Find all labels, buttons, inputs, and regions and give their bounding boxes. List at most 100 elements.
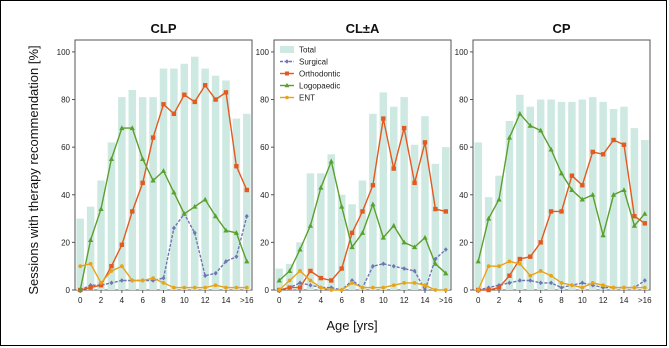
bar-total (630, 128, 639, 290)
point-logopaedic (328, 158, 334, 164)
point-orthodontic (244, 187, 249, 193)
point-orthodontic (391, 166, 396, 171)
point-orthodontic (223, 90, 229, 95)
x-tick-label: 10 (379, 296, 388, 305)
point-logopaedic (119, 125, 125, 131)
point-ent (192, 285, 197, 290)
point-ent (277, 288, 282, 292)
bar-total (107, 142, 116, 290)
bar-total (516, 94, 524, 290)
point-ent (203, 285, 208, 290)
point-ent (517, 261, 522, 266)
bar-total (285, 263, 294, 290)
point-ent (119, 264, 124, 269)
point-orthodontic (559, 209, 564, 214)
point-orthodontic (412, 180, 417, 186)
bar-total (211, 75, 220, 290)
point-logopaedic (359, 230, 366, 235)
y-tick-label: 80 (61, 96, 70, 105)
bar-total (484, 197, 493, 290)
point-ent (318, 285, 323, 290)
point-logopaedic (432, 261, 438, 266)
point-ent (244, 285, 249, 290)
bar-total (421, 116, 429, 290)
bar-total (578, 99, 587, 291)
point-orthodontic (98, 283, 104, 288)
point-ent (224, 285, 228, 290)
point-ent (308, 278, 313, 283)
point-surgical (109, 280, 114, 286)
point-logopaedic (590, 191, 596, 197)
bar-total (431, 163, 440, 290)
point-logopaedic (631, 222, 637, 228)
point-ent (130, 278, 135, 283)
point-orthodontic (171, 111, 177, 117)
point-orthodontic (621, 142, 627, 147)
point-ent (570, 283, 574, 288)
point-logopaedic (496, 196, 502, 202)
point-surgical (308, 282, 313, 288)
x-tick-label: 12 (400, 296, 409, 305)
point-logopaedic (443, 270, 449, 276)
point-surgical (642, 278, 647, 283)
point-surgical (391, 263, 396, 269)
bar-total (505, 120, 514, 290)
point-ent (161, 280, 166, 285)
point-logopaedic (475, 258, 481, 264)
y-axis-label: Sessions with therapy recommendation [%] (26, 45, 41, 294)
point-orthodontic (150, 135, 156, 140)
y-tick-label: 20 (61, 238, 70, 247)
point-logopaedic (621, 187, 627, 192)
bar-total (400, 97, 408, 291)
point-ent (622, 285, 626, 290)
point-surgical (422, 287, 427, 293)
point-orthodontic (130, 209, 135, 214)
point-logopaedic (98, 206, 104, 212)
point-logopaedic (233, 230, 239, 235)
bar-total (232, 118, 241, 290)
point-orthodontic (538, 240, 543, 245)
point-surgical (192, 230, 197, 236)
bar-total (317, 173, 325, 290)
point-surgical (517, 278, 522, 283)
point-ent (381, 285, 386, 290)
bar-total (379, 92, 388, 290)
point-logopaedic (401, 239, 407, 245)
bar-total (609, 109, 618, 290)
bar-total (190, 56, 199, 290)
point-logopaedic (202, 196, 208, 202)
point-surgical (507, 280, 512, 286)
y-tick-label: 40 (61, 191, 70, 200)
panel-title: CLP (151, 21, 177, 36)
point-logopaedic (129, 125, 135, 131)
point-ent (497, 264, 501, 269)
point-surgical (298, 280, 303, 286)
point-ent (234, 285, 239, 290)
x-tick-label: 8 (161, 296, 166, 305)
point-surgical (443, 247, 448, 252)
point-surgical (244, 213, 249, 219)
point-surgical (528, 278, 533, 283)
point-orthodontic (161, 102, 166, 107)
x-tick-label: 2 (497, 296, 502, 305)
point-ent (412, 280, 417, 285)
legend-label-logopaedic: Logopaedic (299, 82, 340, 91)
y-tick-label: 40 (459, 191, 468, 200)
point-ent (642, 285, 647, 290)
x-tick-label: >16 (240, 296, 254, 305)
bar-total (180, 63, 189, 290)
x-tick-label: 2 (298, 296, 303, 305)
point-logopaedic (527, 122, 533, 128)
point-ent (538, 269, 543, 273)
point-orthodontic (433, 206, 438, 212)
point-ent (391, 283, 396, 288)
point-surgical (203, 273, 208, 279)
point-ent (559, 280, 564, 285)
legend: Total Surgical Orthodontic Logopaedic ENT (280, 46, 340, 103)
bar-total (536, 99, 545, 291)
series-line-surgical (79, 212, 248, 291)
point-orthodontic (496, 285, 502, 290)
point-orthodontic (642, 221, 647, 226)
y-tick-label: 60 (61, 143, 70, 152)
bar-total (243, 113, 251, 290)
